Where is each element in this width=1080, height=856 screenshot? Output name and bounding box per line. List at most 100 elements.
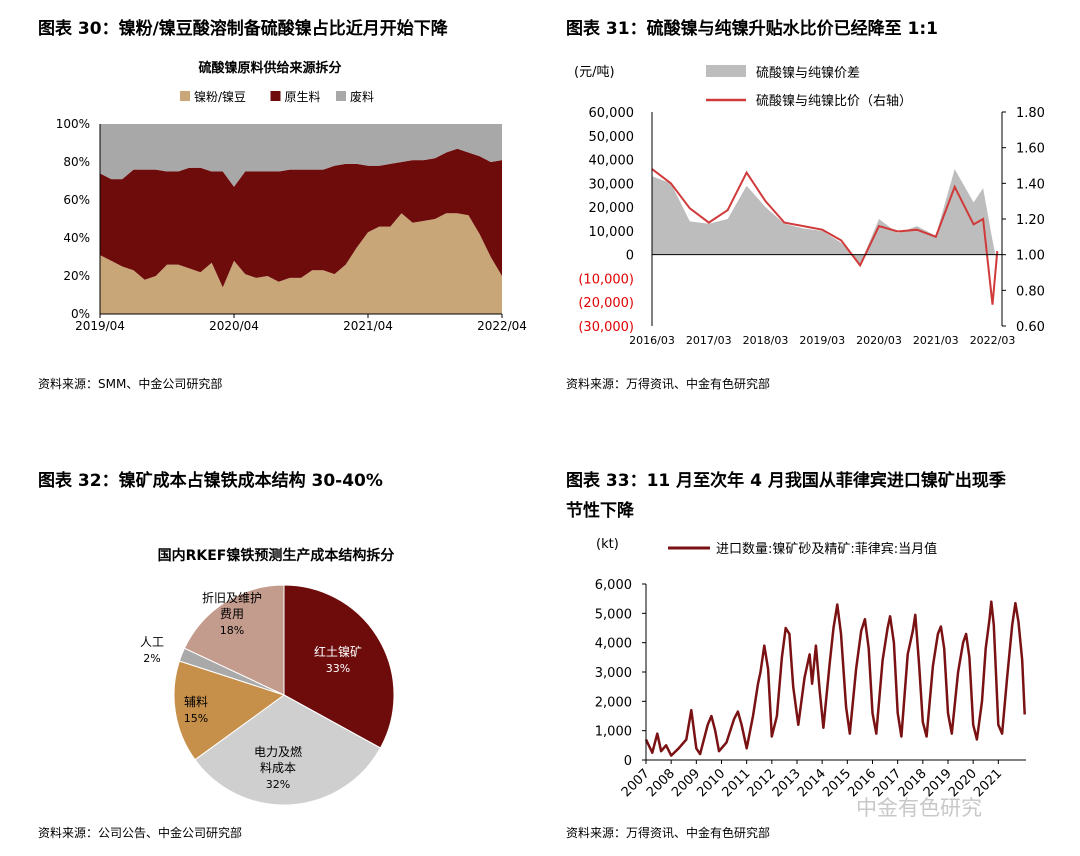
legend-label-0: 进口数量:镍矿砂及精矿:菲律宾:当月值 (716, 541, 937, 557)
pie-value-3: 2% (143, 652, 160, 665)
y2-tick-label: 0.80 (1016, 284, 1045, 299)
chart-title: 国内RKEF镍铁预测生产成本结构拆分 (158, 547, 395, 564)
legend-label-0: 硫酸镍与纯镍价差 (756, 66, 860, 81)
y-tick-label: 60% (63, 193, 90, 207)
panel32-source: 资料来源：公司公告、中金公司研究部 (38, 826, 243, 840)
y-tick-label: 1,000 (595, 725, 632, 740)
panel30-source: 资料来源：SMM、中金公司研究部 (38, 377, 223, 391)
x-tick-label: 2019/04 (75, 319, 125, 333)
panel33-source: 资料来源：万得资讯、中金有色研究部 (566, 826, 771, 840)
pie-value-0: 33% (326, 662, 350, 675)
pie-label-4-cont: 费用 (220, 607, 244, 621)
pie-label-3: 人工 (140, 635, 164, 649)
x-tick-label: 2022/03 (970, 334, 1016, 347)
x-tick-label: 2021/03 (913, 334, 959, 347)
panel32-title: 图表 32：镍矿成本占镍铁成本结构 30-40% (38, 471, 383, 491)
panel31-title: 图表 31：硫酸镍与纯镍升贴水比价已经降至 1:1 (566, 19, 938, 39)
y-tick-label: 3,000 (595, 666, 632, 681)
pie-slice-4 (183, 584, 285, 696)
x-tick-label: 2011 (719, 766, 753, 800)
y2-tick-label: 1.00 (1016, 249, 1045, 264)
legend-label-0: 镍粉/镍豆 (194, 90, 246, 104)
pie-slice-1 (194, 694, 382, 806)
area-series-0 (100, 213, 502, 314)
y-tick-label: 30,000 (589, 177, 635, 192)
y-axis-unit: (元/吨) (574, 65, 615, 80)
line-imports (644, 600, 1026, 757)
watermark-text: 中金有色研究 (856, 796, 982, 820)
pie-label-4: 折旧及维护 (202, 590, 262, 605)
x-tick-label: 2016/03 (629, 334, 675, 347)
y2-tick-label: 1.20 (1016, 213, 1045, 228)
legend-label-1: 硫酸镍与纯镍比价（右轴） (756, 94, 912, 109)
pie-label-2: 辅料 (184, 695, 208, 709)
y-tick-label: 100% (56, 117, 90, 131)
x-tick-label: 2021/04 (343, 319, 393, 333)
panel30-title: 图表 30：镍粉/镍豆酸溶制备硫酸镍占比近月开始下降 (38, 19, 448, 39)
legend-swatch-0 (706, 65, 746, 77)
pie-value-2: 15% (184, 712, 208, 725)
x-tick-label: 2010 (694, 766, 728, 800)
x-tick-label: 2012 (745, 766, 779, 800)
legend-swatch-2 (336, 91, 346, 101)
y2-tick-label: 1.40 (1016, 177, 1045, 192)
area-series-2 (100, 124, 502, 187)
y2-tick-label: 1.60 (1016, 142, 1045, 157)
x-tick-label: 2014 (795, 766, 829, 800)
y-tick-label: 10,000 (589, 225, 635, 240)
x-tick-label: 2015 (820, 766, 854, 800)
y-tick-label: 5,000 (595, 607, 632, 622)
y-tick-label: 0 (624, 754, 632, 769)
pie-label-0: 红土镍矿 (314, 644, 362, 659)
pie-label-1-cont: 料成本 (260, 761, 296, 775)
chart-title: 硫酸镍原料供给来源拆分 (198, 60, 341, 76)
x-tick-label: 2013 (770, 766, 804, 800)
x-tick-label: 2007 (619, 766, 653, 800)
panel33-title-line2: 节性下降 (566, 501, 634, 521)
legend-label-2: 废料 (350, 89, 374, 104)
y-tick-label: 6,000 (595, 578, 632, 593)
x-tick-label: 2022/04 (477, 319, 527, 333)
y-tick-label: 50,000 (589, 130, 635, 145)
y-tick-label: 20,000 (589, 201, 635, 216)
legend-swatch-1 (270, 91, 281, 101)
y-tick-label: 20% (63, 269, 90, 283)
y-tick-label: 40,000 (589, 154, 635, 169)
y-tick-label: 0 (626, 249, 634, 264)
y-tick-label: (20,000) (578, 296, 634, 311)
y-tick-label: 80% (63, 155, 90, 169)
panel33-title-line1: 图表 33：11 月至次年 4 月我国从菲律宾进口镍矿出现季 (566, 471, 1006, 491)
pie-value-1: 32% (266, 778, 290, 791)
chart-33: (kt) 进口数量:镍矿砂及精矿:菲律宾:当月值 0 1,000 2,000 3,000 4… (595, 537, 1026, 800)
line-price-ratio (651, 168, 999, 305)
area-series-1 (100, 148, 502, 288)
area-price-spread (652, 169, 998, 265)
pie-label-1: 电力及燃 (254, 744, 302, 759)
y-tick-label: 40% (63, 231, 90, 245)
panel31-source: 资料来源：万得资讯、中金有色研究部 (566, 377, 771, 391)
pie-slice-2 (173, 660, 286, 761)
y2-tick-label: 1.80 (1016, 106, 1045, 121)
y-tick-label: 60,000 (589, 106, 635, 121)
y-tick-label: 2,000 (595, 695, 632, 710)
x-tick-label: 2018/03 (743, 334, 789, 347)
legend-label-1: 原生料 (285, 90, 321, 104)
x-tick-label: 2009 (669, 766, 703, 800)
y-tick-label: 0% (71, 307, 90, 321)
x-tick-label: 2008 (644, 766, 678, 800)
x-tick-label: 2020/04 (209, 319, 259, 333)
y2-tick-label: 0.60 (1016, 320, 1045, 335)
y-tick-label: 4,000 (595, 637, 632, 652)
x-tick-label: 2019/03 (799, 334, 845, 347)
pie-value-4: 18% (220, 624, 244, 637)
x-tick-label: 2017/03 (686, 334, 732, 347)
pie-slice-0 (283, 584, 395, 749)
legend-swatch-0 (180, 91, 190, 101)
y-tick-label: (30,000) (578, 320, 634, 335)
x-tick-label: 2020/03 (856, 334, 902, 347)
y-tick-label: (10,000) (578, 272, 634, 287)
y-axis-unit: (kt) (596, 537, 619, 552)
